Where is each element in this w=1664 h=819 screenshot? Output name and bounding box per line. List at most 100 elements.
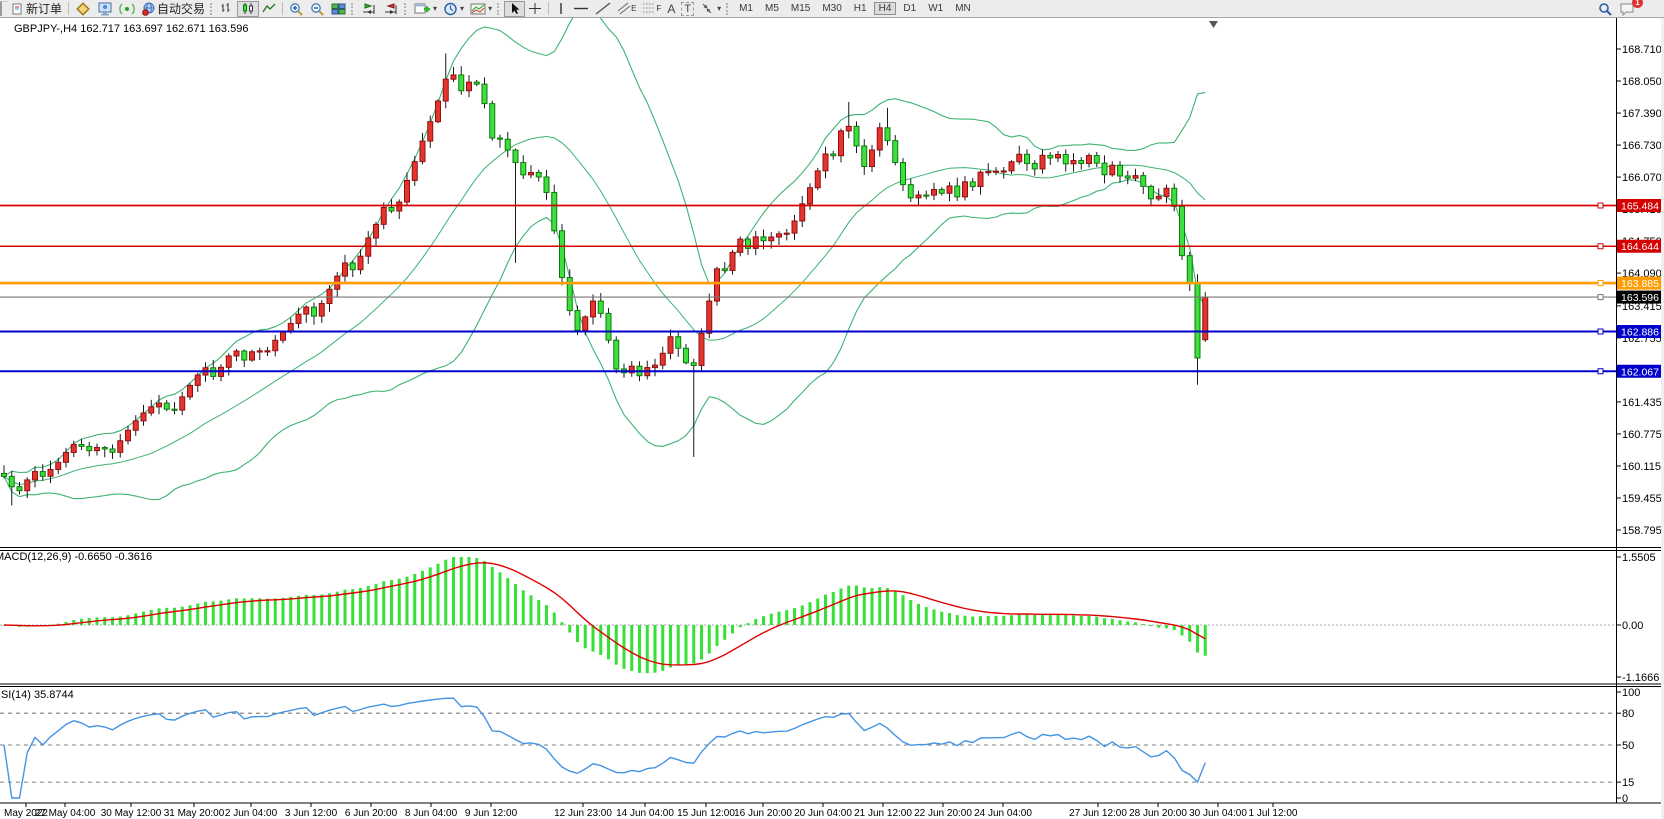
macd-histogram-bar [1087, 616, 1091, 625]
macd-histogram-bar [901, 595, 905, 625]
timeframe-m15[interactable]: M15 [790, 3, 811, 14]
indicators-button[interactable]: ▾ [411, 1, 440, 17]
macd-histogram-bar [1172, 625, 1176, 631]
macd-histogram-bar [731, 625, 734, 634]
fibonacci-tool[interactable]: F [639, 1, 664, 17]
macd-histogram-bar [955, 615, 959, 625]
price-axis[interactable]: 168.710 168.050 167.390 166.730 166.070 165.4… [1616, 44, 1663, 805]
candle [1101, 155, 1108, 184]
macd-histogram-bar [405, 576, 409, 625]
candle [675, 330, 682, 357]
candle [752, 230, 759, 256]
auto-scroll-icon [363, 2, 375, 14]
gold-diamond-button[interactable] [72, 1, 94, 17]
text-label-tool[interactable]: T [678, 1, 697, 17]
macd-histogram-bar [1025, 614, 1029, 625]
cursor-button[interactable] [504, 0, 526, 17]
timeframe-h1[interactable]: H1 [853, 3, 867, 14]
timeframe-m5[interactable]: M5 [764, 3, 779, 14]
toolbar-grip[interactable] [726, 2, 730, 15]
macd-histogram-bar [366, 586, 370, 625]
level-handle[interactable] [1597, 328, 1604, 335]
chart-shift-marker[interactable] [1209, 21, 1218, 28]
candles-layer [1, 53, 1209, 506]
search-button[interactable] [1595, 1, 1616, 17]
candle [194, 372, 201, 392]
chat-button[interactable]: 1 [1616, 0, 1643, 17]
time-tick-label: 3 Jun 12:00 [285, 808, 338, 819]
auto-scroll-button[interactable] [358, 1, 380, 17]
zoom-out-button[interactable] [307, 1, 328, 17]
macd-histogram-bar [994, 615, 998, 625]
price-tick-label: 161.435 [1622, 397, 1662, 409]
bollinger-middle-line [3, 135, 1206, 486]
fibo-tool-letter: F [656, 4, 662, 13]
timeframe-m1[interactable]: M1 [739, 3, 753, 14]
timeframe-m30[interactable]: M30 [822, 3, 842, 14]
macd-histogram-bar [707, 625, 711, 654]
candle [156, 394, 162, 415]
chart-shift-button[interactable] [380, 1, 402, 17]
templates-button[interactable]: ▾ [467, 1, 495, 17]
macd-histogram-bar [738, 625, 742, 628]
candle [380, 202, 387, 230]
price-axis-background [1617, 17, 1664, 803]
crosshair-button[interactable] [525, 1, 545, 17]
timeframe-h4[interactable]: H4 [873, 2, 897, 15]
macd-signal-line [3, 561, 1206, 666]
toolbar-grip[interactable] [210, 2, 214, 15]
candlestick-chart-button[interactable] [237, 0, 260, 17]
toolbar-grip[interactable] [404, 2, 408, 15]
trendline-icon [595, 2, 611, 15]
macd-axis-max: 1.5505 [1622, 552, 1656, 564]
level-handle[interactable] [1597, 280, 1604, 287]
timeframe-w1[interactable]: W1 [928, 3, 944, 14]
horizontal-line-tool[interactable] [570, 1, 592, 17]
level-handle[interactable] [1597, 294, 1604, 301]
candle [838, 128, 844, 163]
crosshair-icon [529, 3, 542, 14]
level-handle[interactable] [1597, 368, 1604, 375]
timeframe-mn[interactable]: MN [955, 3, 971, 14]
autotrading-globe-icon [142, 2, 155, 16]
time-tick-label: 8 Jun 04:00 [405, 808, 458, 819]
text-tool[interactable]: A [664, 1, 678, 17]
candle [721, 262, 728, 273]
macd-histogram-bar [583, 625, 587, 649]
terminal-button[interactable] [94, 1, 116, 17]
autotrading-button[interactable]: 自动交易 [138, 1, 208, 17]
macd-histogram-bar [692, 625, 696, 664]
timeframe-d1[interactable]: D1 [903, 3, 917, 14]
bar-chart-icon [221, 3, 230, 12]
candle [272, 335, 279, 357]
macd-histogram-bar [328, 593, 331, 625]
tile-windows-button[interactable] [328, 1, 349, 17]
periods-button[interactable]: ▾ [440, 1, 467, 17]
macd-histogram-bar [839, 588, 843, 625]
candle [16, 481, 23, 495]
new-order-button[interactable]: 新订单 [9, 1, 65, 17]
level-handle[interactable] [1597, 202, 1604, 209]
macd-histogram-bar [436, 563, 440, 625]
line-chart-button[interactable] [259, 1, 279, 17]
macd-histogram-bar [320, 594, 324, 625]
vertical-line-tool[interactable] [552, 1, 570, 17]
bar-chart-button[interactable] [217, 1, 237, 17]
arrows-tool[interactable]: ▾ [697, 1, 724, 17]
zoom-in-button[interactable] [286, 1, 307, 17]
level-handle[interactable] [1597, 243, 1604, 250]
autotrading-label: 自动交易 [157, 2, 206, 16]
macd-histogram-bar [134, 613, 138, 625]
candle [613, 336, 620, 374]
trendline-tool[interactable] [592, 1, 614, 17]
new-order-icon [12, 3, 22, 14]
macd-histogram-bar [785, 610, 789, 625]
candle [311, 302, 317, 325]
equidistant-channel-tool[interactable]: E [614, 1, 639, 17]
signals-button[interactable] [116, 1, 138, 17]
toolbar-grip[interactable] [351, 2, 355, 15]
time-tick-label: May 2022 [4, 808, 48, 819]
toolbar-grip[interactable] [497, 2, 501, 15]
